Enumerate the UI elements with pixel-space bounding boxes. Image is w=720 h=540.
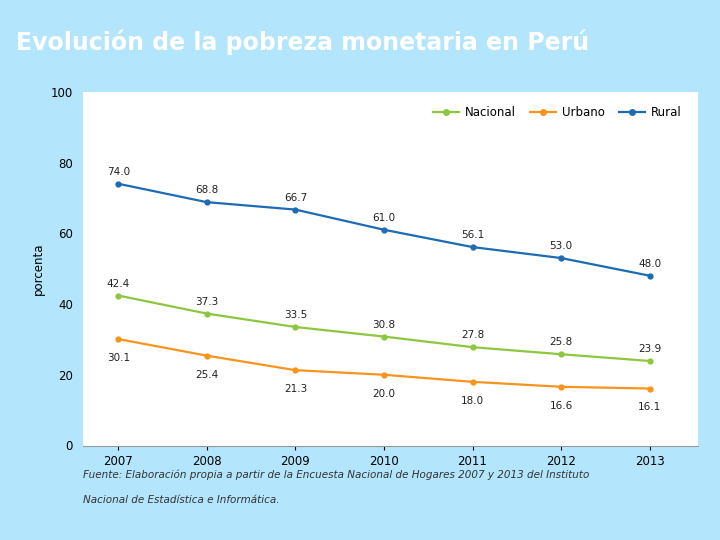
Text: 16.6: 16.6: [549, 401, 572, 411]
Text: 37.3: 37.3: [195, 296, 218, 307]
Text: 25.4: 25.4: [195, 369, 218, 380]
Text: 53.0: 53.0: [549, 241, 572, 251]
Text: Fuente: Elaboración propia a partir de la Encuesta Nacional de Hogares 2007 y 20: Fuente: Elaboración propia a partir de l…: [83, 469, 589, 480]
Text: 42.4: 42.4: [107, 279, 130, 288]
Text: 20.0: 20.0: [372, 389, 395, 399]
Text: 68.8: 68.8: [195, 185, 218, 195]
Text: 74.0: 74.0: [107, 167, 130, 177]
Text: 56.1: 56.1: [461, 230, 484, 240]
Legend: Nacional, Urbano, Rural: Nacional, Urbano, Rural: [428, 101, 686, 124]
Text: 25.8: 25.8: [549, 338, 572, 347]
Text: 33.5: 33.5: [284, 310, 307, 320]
Text: 61.0: 61.0: [372, 213, 395, 223]
Text: 30.1: 30.1: [107, 353, 130, 363]
Text: 23.9: 23.9: [638, 344, 661, 354]
Text: 66.7: 66.7: [284, 193, 307, 202]
Text: 27.8: 27.8: [461, 330, 484, 340]
Text: 16.1: 16.1: [638, 402, 661, 413]
Text: Nacional de Estadística e Informática.: Nacional de Estadística e Informática.: [83, 495, 279, 505]
Y-axis label: porcenta: porcenta: [32, 242, 45, 295]
Text: 18.0: 18.0: [461, 396, 484, 406]
Text: 48.0: 48.0: [638, 259, 661, 269]
Text: Evolución de la pobreza monetaria en Perú: Evolución de la pobreza monetaria en Per…: [16, 30, 589, 55]
Text: 21.3: 21.3: [284, 384, 307, 394]
Text: 30.8: 30.8: [372, 320, 395, 329]
